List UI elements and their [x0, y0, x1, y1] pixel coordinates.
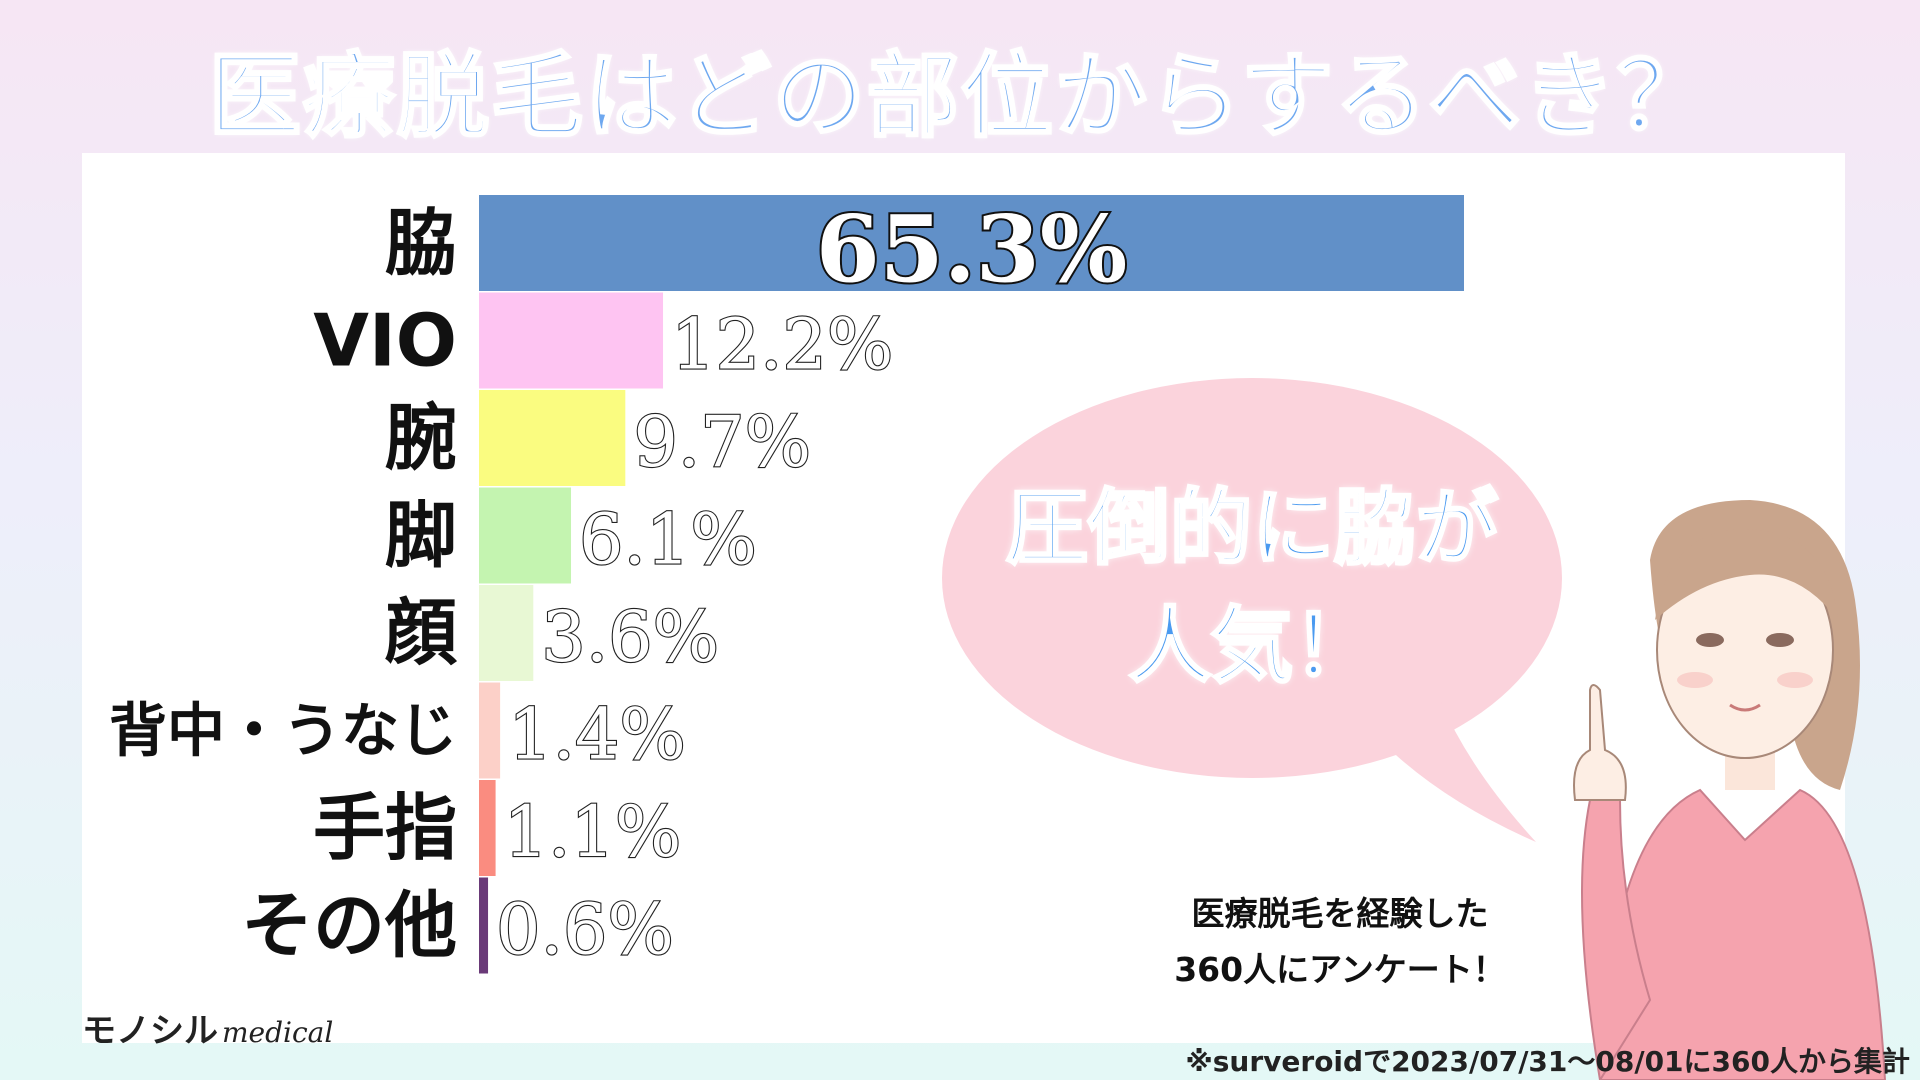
page-title: 医療脱毛はどの部位からするべき？: [207, 42, 1712, 152]
bar-3: [479, 487, 572, 584]
bubble-line-2: 人気！: [1127, 598, 1376, 696]
bar-4: [479, 585, 534, 681]
survey-note-line-1: 医療脱毛を経験した: [1191, 894, 1489, 933]
survey-note: 医療脱毛を経験した 360人にアンケート！: [1150, 886, 1530, 998]
value-label-1: 12.2%: [671, 304, 893, 386]
category-label-3: 脚: [385, 494, 457, 578]
bar-1: [479, 292, 664, 389]
value-label-2: 9.7%: [633, 401, 811, 483]
bar-5: [479, 682, 501, 779]
bubble-text: 圧倒的に脇が 人気！: [942, 470, 1562, 706]
brand-name: モノシル: [82, 1011, 218, 1051]
category-label-1: VIO: [313, 299, 457, 383]
bar-chart: 脇 65.3% VIO 12.2% 腕 9.7% 脚 6.1% 顔 3.6% 背中・うなじ 1.4% 手…: [109, 193, 1464, 974]
source-footnote: ※surveroidで2023/07/31～08/01に360人から集計: [1185, 1045, 1910, 1078]
category-label-7: その他: [241, 884, 457, 968]
value-label-7: 0.6%: [496, 889, 674, 971]
bubble-line-1: 圧倒的に脇が: [1004, 480, 1499, 578]
value-label-4: 3.6%: [541, 596, 719, 678]
category-label-4: 顔: [385, 591, 458, 675]
category-label-0: 脇: [385, 201, 457, 285]
survey-note-line-2: 360人にアンケート！: [1174, 950, 1506, 989]
brand-sub: medical: [222, 1016, 334, 1049]
value-label-6: 1.1%: [504, 791, 682, 873]
bar-7: [479, 877, 489, 974]
value-label-5: 1.4%: [508, 694, 686, 776]
value-label-0: 65.3%: [816, 195, 1128, 303]
bar-6: [479, 780, 496, 876]
bar-0: [479, 195, 1464, 291]
brand-logo: モノシル medical: [82, 1003, 333, 1053]
category-label-6: 手指: [313, 786, 457, 870]
bar-2: [479, 390, 626, 486]
value-label-3: 6.1%: [579, 499, 757, 581]
category-label-2: 腕: [385, 396, 457, 480]
speech-bubble: [942, 378, 1562, 778]
category-label-5: 背中・うなじ: [109, 697, 457, 765]
